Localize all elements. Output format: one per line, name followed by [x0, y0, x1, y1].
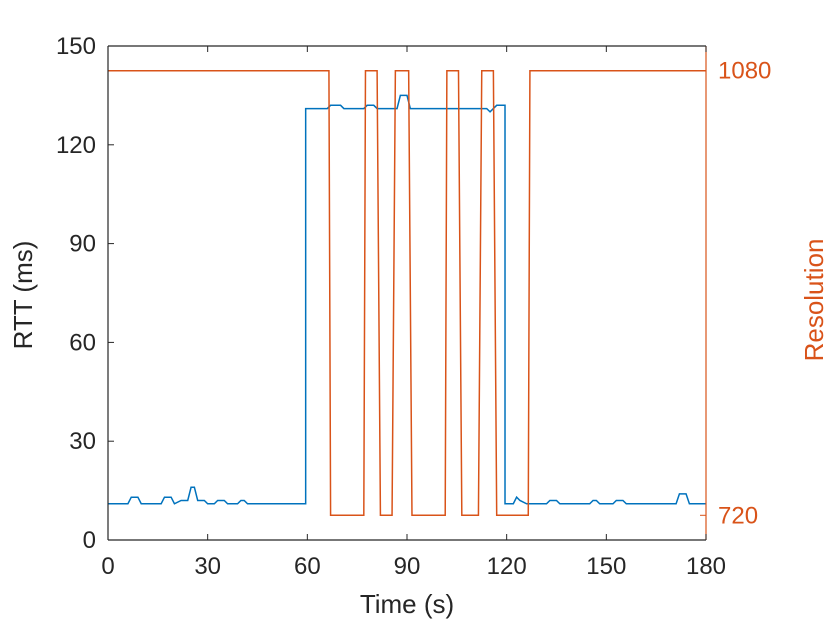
x-axis-title: Time (s)	[360, 589, 454, 619]
x-tick-label: 90	[394, 553, 421, 580]
y-tick-label-left: 120	[56, 132, 96, 159]
resolution-series-line	[108, 69, 706, 517]
y-tick-label-right: 720	[718, 502, 758, 529]
x-tick-label: 150	[586, 553, 626, 580]
x-tick-label: 120	[487, 553, 527, 580]
y-axis-title-left: RTT (ms)	[8, 241, 38, 350]
x-tick-label: 30	[194, 553, 221, 580]
y-axis-title-right: Resolution	[799, 239, 829, 362]
x-tick-label: 180	[686, 553, 726, 580]
y-tick-label-right: 1080	[718, 58, 771, 85]
y-tick-label-left: 150	[56, 33, 96, 60]
plot-area	[108, 69, 706, 517]
y-tick-label-left: 90	[69, 231, 96, 258]
rtt-series-line	[108, 94, 706, 505]
axes: 0 30 60 90 120 150 180 0 30 60 90 120 150 720 1080	[56, 33, 771, 580]
x-tick-label: 0	[101, 553, 114, 580]
x-tick-label: 60	[294, 553, 321, 580]
y-tick-label-left: 0	[83, 527, 96, 554]
y-tick-label-left: 30	[69, 428, 96, 455]
y-tick-label-left: 60	[69, 329, 96, 356]
